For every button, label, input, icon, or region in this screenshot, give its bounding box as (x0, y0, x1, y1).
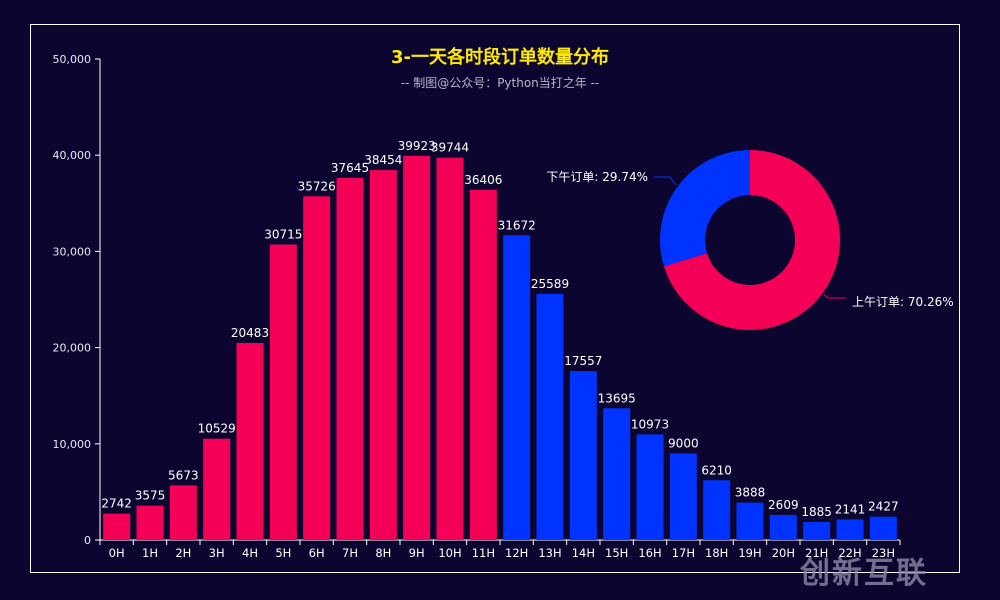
bar-18H (703, 480, 731, 540)
chart-frame (30, 24, 960, 573)
bar-value-label: 31672 (498, 218, 536, 232)
bar-14H (569, 371, 597, 540)
x-tick-label: 16H (638, 546, 661, 560)
bar-value-label: 10973 (631, 417, 669, 431)
chart-subtitle: -- 制图@公众号：Python当打之年 -- (400, 76, 600, 90)
bar-value-label: 9000 (668, 436, 699, 450)
bar-15H (603, 408, 631, 540)
bar-value-label: 30715 (264, 228, 302, 242)
bar-2H (169, 485, 197, 540)
y-tick-label: 0 (84, 534, 91, 547)
bar-16H (636, 434, 664, 540)
bar-value-label: 2742 (101, 497, 132, 511)
bar-5H (269, 244, 297, 540)
bar-1H (136, 505, 164, 540)
donut-leader-line-pm (654, 176, 677, 186)
x-tick-label: 14H (572, 546, 595, 560)
x-tick-label: 2H (175, 546, 191, 560)
bar-10H (436, 157, 464, 540)
x-tick-label: 8H (375, 546, 391, 560)
bar-value-label: 36406 (464, 173, 502, 187)
x-tick-label: 4H (242, 546, 258, 560)
x-tick-label: 22H (838, 546, 861, 560)
bar-value-label: 25589 (531, 277, 569, 291)
bar-value-label: 13695 (598, 391, 636, 405)
y-tick-label: 20,000 (53, 342, 92, 355)
bar-4H (236, 342, 264, 540)
bar-19H (736, 502, 764, 540)
bar-12H (503, 235, 531, 540)
x-tick-label: 10H (438, 546, 461, 560)
bar-20H (769, 514, 797, 540)
bar-value-label: 10529 (198, 422, 236, 436)
bar-3H (203, 438, 231, 540)
x-tick-label: 13H (538, 546, 561, 560)
x-tick-label: 6H (309, 546, 325, 560)
bar-6H (303, 196, 331, 540)
bar-value-label: 17557 (564, 354, 602, 368)
bar-value-label: 39744 (431, 141, 469, 155)
bar-11H (469, 189, 497, 540)
x-tick-label: 18H (705, 546, 728, 560)
x-tick-label: 12H (505, 546, 528, 560)
bar-value-label: 2427 (868, 500, 899, 514)
y-tick-label: 40,000 (53, 149, 92, 162)
bar-0H (103, 513, 131, 540)
donut-slice-am (663, 150, 840, 330)
bar-value-label: 3888 (735, 486, 766, 500)
bar-value-label: 3575 (135, 489, 166, 503)
bar-value-label: 1885 (801, 505, 832, 519)
y-tick-label: 10,000 (53, 438, 92, 451)
bar-23H (869, 516, 897, 540)
bar-value-label: 2141 (835, 502, 866, 516)
x-tick-label: 0H (109, 546, 125, 560)
x-tick-label: 19H (738, 546, 761, 560)
bar-7H (336, 177, 364, 540)
donut-label-am: 上午订单: 70.26% (852, 295, 954, 309)
x-tick-label: 20H (772, 546, 795, 560)
donut-leader-line-am (823, 294, 846, 299)
bar-13H (536, 293, 564, 540)
bar-value-label: 38454 (364, 153, 402, 167)
bar-value-label: 20483 (231, 326, 269, 340)
chart-title: 3-一天各时段订单数量分布 (391, 47, 609, 68)
bar-21H (803, 521, 831, 540)
bar-8H (369, 170, 397, 541)
y-tick-label: 50,000 (53, 53, 92, 66)
x-tick-label: 7H (342, 546, 358, 560)
x-tick-label: 11H (472, 546, 495, 560)
donut-label-pm: 下午订单: 29.74% (546, 170, 648, 184)
bar-17H (669, 453, 697, 540)
bar-value-label: 2609 (768, 498, 799, 512)
x-tick-label: 15H (605, 546, 628, 560)
bar-value-label: 5673 (168, 468, 199, 482)
bar-value-label: 35726 (298, 179, 336, 193)
x-tick-label: 3H (209, 546, 225, 560)
x-tick-label: 17H (672, 546, 695, 560)
donut-slice-pm (659, 150, 750, 267)
x-tick-label: 1H (142, 546, 158, 560)
bar-value-label: 6210 (701, 463, 732, 477)
bar-22H (836, 519, 864, 540)
x-tick-label: 5H (275, 546, 291, 560)
bar-value-label: 37645 (331, 161, 369, 175)
y-tick-label: 30,000 (53, 245, 92, 258)
x-tick-label: 9H (409, 546, 425, 560)
bar-value-label: 39923 (398, 139, 436, 153)
bar-9H (403, 155, 431, 540)
watermark-logo: 创新互联 (800, 556, 928, 591)
x-tick-label: 23H (872, 546, 895, 560)
x-tick-label: 21H (805, 546, 828, 560)
